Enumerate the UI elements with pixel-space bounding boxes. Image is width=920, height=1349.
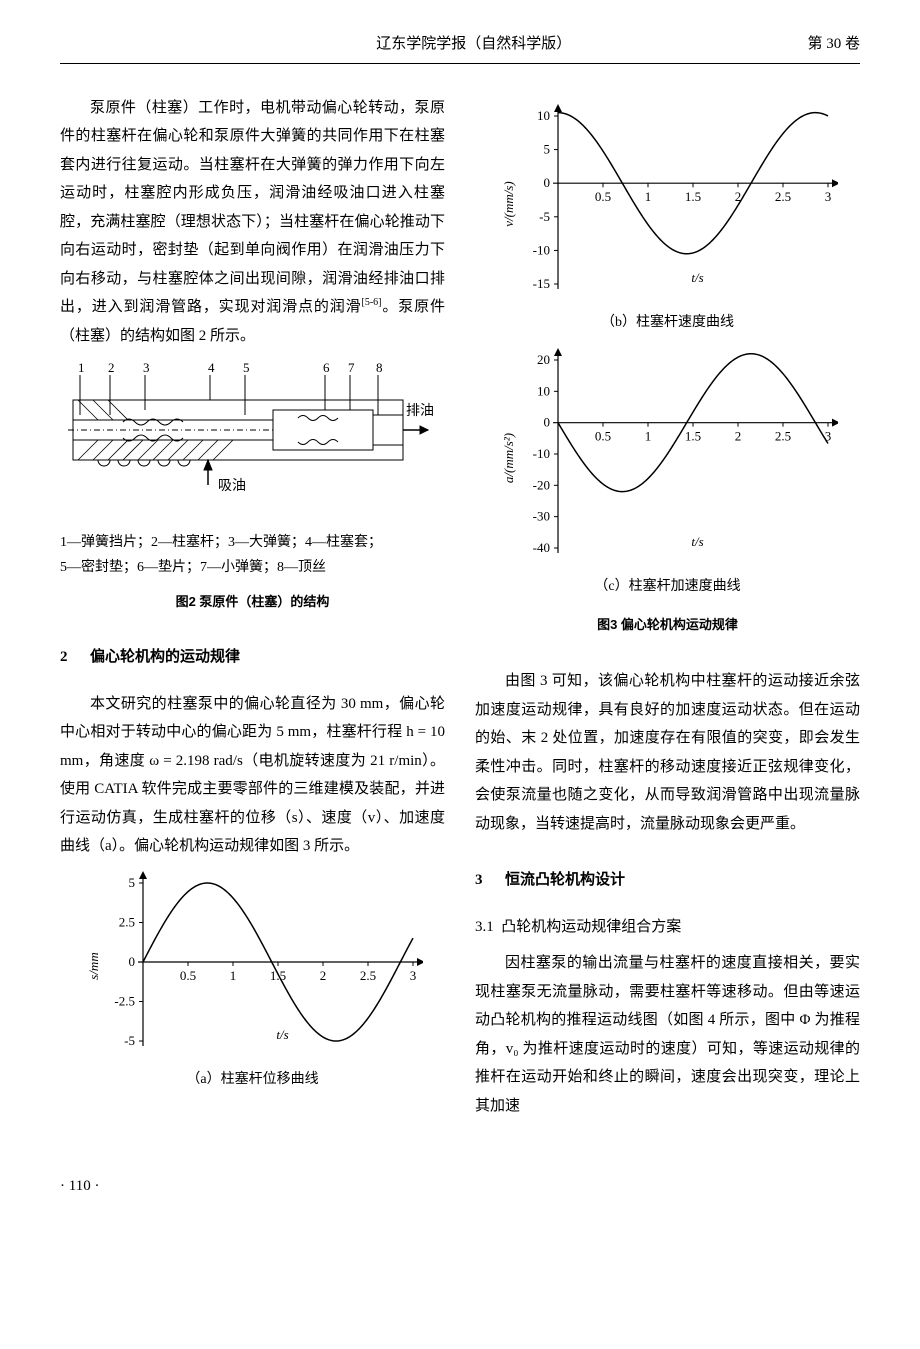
fig2-label-8: 8 <box>376 360 383 375</box>
svg-text:2: 2 <box>734 429 741 444</box>
svg-text:2.5: 2.5 <box>359 968 375 983</box>
svg-text:0.5: 0.5 <box>594 429 610 444</box>
figure-3a: -5-2.502.550.511.522.53s/mmt/s （a）柱塞杆位移曲… <box>60 871 445 1094</box>
figure-3-caption: 图3 偏心轮机构运动规律 <box>475 613 860 638</box>
svg-text:-40: -40 <box>532 540 549 555</box>
svg-text:0: 0 <box>543 175 550 190</box>
svg-text:5: 5 <box>543 141 550 156</box>
chart-velocity: -15-10-505100.511.522.53v/(mm/s)t/s <box>498 104 838 304</box>
fig2-label-2: 2 <box>108 360 115 375</box>
citation-5-6: [5-6] <box>362 297 382 308</box>
svg-text:2.5: 2.5 <box>774 429 790 444</box>
svg-text:0: 0 <box>128 954 135 969</box>
svg-text:2: 2 <box>319 968 326 983</box>
svg-text:t/s: t/s <box>691 534 703 549</box>
subsection-3-1-heading: 3.1 凸轮机构运动规律组合方案 <box>475 913 860 942</box>
section-2-heading: 2偏心轮机构的运动规律 <box>60 643 445 672</box>
fig2-inlet-label: 吸油 <box>218 478 246 494</box>
svg-text:-2.5: -2.5 <box>114 993 135 1008</box>
figure-3a-caption: （a）柱塞杆位移曲线 <box>60 1067 445 1094</box>
figure-2: 1 2 3 4 5 6 7 8 <box>60 360 445 615</box>
paragraph-2: 本文研究的柱塞泵中的偏心轮直径为 30 mm，偏心轮中心相对于转动中心的偏心距为… <box>60 690 445 861</box>
svg-text:3: 3 <box>824 429 831 444</box>
svg-text:0: 0 <box>543 415 550 430</box>
svg-text:1: 1 <box>644 429 651 444</box>
svg-text:v/(mm/s): v/(mm/s) <box>501 181 516 227</box>
fig2-label-4: 4 <box>208 360 215 375</box>
svg-text:t/s: t/s <box>691 270 703 285</box>
fig2-label-1: 1 <box>78 360 85 375</box>
fig2-label-5: 5 <box>243 360 250 375</box>
chart-acceleration: -40 -30 -20 -10 0 10 20 0.5 1 1.5 2 2.5 3 a/(mm/s²) t/… <box>498 348 838 568</box>
page-number: · 110 · <box>60 1172 860 1201</box>
figure-2-svg: 1 2 3 4 5 6 7 8 <box>68 360 438 520</box>
figure-2-legend: 1—弹簧挡片；2—柱塞杆；3—大弹簧；4—柱塞套； 5—密封垫；6—垫片；7—小… <box>60 530 445 580</box>
fig2-outlet-label: 排油 <box>406 403 434 419</box>
svg-text:3: 3 <box>824 189 831 204</box>
fig2-label-6: 6 <box>323 360 330 375</box>
journal-title: 辽东学院学报（自然科学版） <box>140 30 807 59</box>
paragraph-1: 泵原件（柱塞）工作时，电机带动偏心轮转动，泵原件的柱塞杆在偏心轮和泵原件大弹簧的… <box>60 94 445 351</box>
right-column: -15-10-505100.511.522.53v/(mm/s)t/s （b）柱… <box>475 94 860 1123</box>
figure-3b: -15-10-505100.511.522.53v/(mm/s)t/s （b）柱… <box>475 104 860 337</box>
fig2-label-3: 3 <box>143 360 150 375</box>
section-3-heading: 3恒流凸轮机构设计 <box>475 866 860 895</box>
chart-displacement: -5-2.502.550.511.522.53s/mmt/s <box>83 871 423 1061</box>
svg-text:10: 10 <box>537 383 550 398</box>
svg-text:1.5: 1.5 <box>684 429 700 444</box>
svg-text:a/(mm/s²): a/(mm/s²) <box>501 433 516 483</box>
svg-text:3: 3 <box>409 968 416 983</box>
svg-text:t/s: t/s <box>276 1027 288 1042</box>
left-column: 泵原件（柱塞）工作时，电机带动偏心轮转动，泵原件的柱塞杆在偏心轮和泵原件大弹簧的… <box>60 94 445 1123</box>
svg-text:1.5: 1.5 <box>684 189 700 204</box>
svg-text:10: 10 <box>537 108 550 123</box>
svg-text:20: 20 <box>537 352 550 367</box>
svg-text:1: 1 <box>229 968 236 983</box>
svg-text:-15: -15 <box>532 276 549 291</box>
svg-text:0.5: 0.5 <box>179 968 195 983</box>
svg-text:s/mm: s/mm <box>86 952 101 979</box>
figure-3c-caption: （c）柱塞杆加速度曲线 <box>475 574 860 601</box>
svg-text:-5: -5 <box>539 208 550 223</box>
svg-text:-30: -30 <box>532 509 549 524</box>
svg-text:5: 5 <box>128 875 135 890</box>
page-header: 辽东学院学报（自然科学版） 第 30 卷 <box>60 30 860 64</box>
volume-label: 第 30 卷 <box>807 30 860 59</box>
svg-text:2.5: 2.5 <box>118 914 134 929</box>
figure-2-caption: 图2 泵原件（柱塞）的结构 <box>60 590 445 615</box>
figure-3c: -40 -30 -20 -10 0 10 20 0.5 1 1.5 2 2.5 3 a/(mm/s²) t/… <box>475 348 860 601</box>
svg-text:-5: -5 <box>124 1033 135 1048</box>
svg-text:1: 1 <box>644 189 651 204</box>
fig2-label-7: 7 <box>348 360 355 375</box>
svg-text:0.5: 0.5 <box>594 189 610 204</box>
paragraph-4: 因柱塞泵的输出流量与柱塞杆的速度直接相关，要实现柱塞泵无流量脉动，需要柱塞杆等速… <box>475 949 860 1120</box>
svg-text:2.5: 2.5 <box>774 189 790 204</box>
figure-3b-caption: （b）柱塞杆速度曲线 <box>475 310 860 337</box>
svg-text:-10: -10 <box>532 446 549 461</box>
svg-text:-10: -10 <box>532 242 549 257</box>
svg-text:-20: -20 <box>532 477 549 492</box>
paragraph-3: 由图 3 可知，该偏心轮机构中柱塞杆的运动接近余弦加速度运动规律，具有良好的加速… <box>475 667 860 838</box>
